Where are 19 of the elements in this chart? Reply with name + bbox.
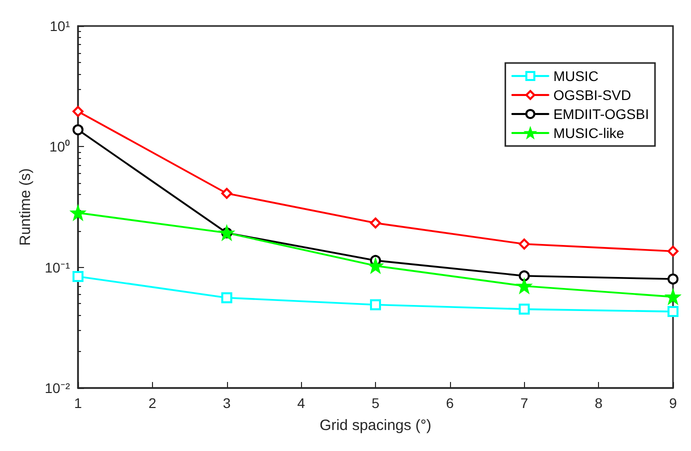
x-tick-label: 1 [74, 395, 82, 411]
x-tick-label: 6 [446, 395, 454, 411]
x-tick-label: 5 [372, 395, 380, 411]
legend-label: MUSIC [553, 68, 598, 84]
y-tick-label: 10¹ [50, 18, 70, 34]
y-tick-label: 10⁻¹ [44, 259, 70, 276]
y-tick-label: 10⁰ [49, 138, 70, 155]
legend-label: MUSIC-like [553, 125, 624, 141]
y-axis-title: Runtime (s) [17, 168, 34, 246]
x-tick-label: 9 [669, 395, 678, 411]
legend-label: OGSBI-SVD [553, 87, 632, 103]
x-tick-label: 3 [222, 395, 231, 411]
y-tick-label: 10⁻² [44, 380, 70, 396]
x-tick-label: 2 [148, 395, 156, 411]
x-tick-label: 8 [594, 395, 603, 411]
x-axis-title: Grid spacings (°) [320, 417, 432, 434]
x-tick-label: 7 [520, 395, 528, 411]
x-tick-label: 4 [297, 395, 306, 411]
legend-label: EMDIIT-OGSBI [553, 106, 650, 122]
